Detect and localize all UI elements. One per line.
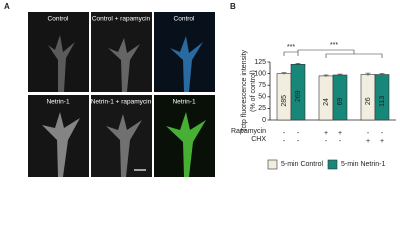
- treatment-sign: -: [283, 130, 286, 137]
- treatment-sign: -: [325, 138, 328, 145]
- count-label: 24: [323, 98, 330, 106]
- y-tick-label: 100: [254, 70, 266, 77]
- y-tick-label: 25: [258, 105, 266, 112]
- image-label: Netrin-1 + rapamycin: [91, 99, 152, 106]
- cell: [166, 112, 206, 177]
- panel-label: A: [4, 2, 10, 11]
- treatment-sign: +: [338, 130, 342, 137]
- treatment-sign: -: [297, 138, 300, 145]
- y-tick-label: 50: [258, 94, 266, 101]
- y-tick-label: 0: [262, 117, 266, 124]
- y-tick-label: 125: [254, 59, 266, 66]
- treatment-sign: +: [380, 138, 384, 145]
- bracket: [283, 51, 299, 56]
- bar: [360, 74, 376, 121]
- treatment-sign: +: [366, 138, 370, 145]
- image-label: Control + rapamycin: [92, 16, 151, 23]
- treatment-sign: -: [339, 138, 342, 145]
- count-label: 26: [365, 97, 372, 105]
- treatment-sign: -: [283, 138, 286, 145]
- count-label: 113: [379, 96, 386, 107]
- image-label: Netrin-1: [46, 99, 70, 106]
- legend-swatch: [267, 159, 278, 170]
- bar: [332, 74, 348, 121]
- legend-swatch: [327, 159, 338, 170]
- treatment-label: Rapamycin: [231, 128, 266, 135]
- image-label: Control: [174, 16, 196, 23]
- treatment-sign: -: [297, 130, 300, 137]
- cell: [170, 36, 203, 92]
- treatment-sign: -: [381, 130, 384, 137]
- count-label: 69: [337, 98, 344, 106]
- cell: [108, 38, 140, 92]
- y-axis-title: (% of control): [250, 70, 257, 112]
- y-axis-title: Tctp fluorescence intensity: [241, 49, 248, 132]
- count-label: 269: [295, 90, 302, 102]
- y-tick-label: 75: [258, 82, 266, 89]
- cell: [42, 112, 80, 177]
- treatment-sign: -: [367, 130, 370, 137]
- panel-label: B: [230, 2, 236, 11]
- cell: [48, 35, 75, 92]
- treatment-label: CHX: [251, 136, 266, 143]
- significance: ***: [287, 44, 295, 51]
- image-label: Netrin-1: [172, 99, 196, 106]
- bracket: [297, 49, 383, 58]
- panel-a: Control Control + rapamycin Control Netr…: [28, 12, 215, 177]
- image-label: Control: [48, 16, 70, 23]
- count-label: 285: [281, 95, 288, 107]
- legend-label: 5-min Netrin-1: [341, 161, 385, 168]
- figure: A Control Control + rapamycin Control Ne…: [4, 2, 396, 177]
- bar: [318, 75, 334, 121]
- legend-label: 5-min Control: [281, 161, 323, 168]
- treatment-sign: +: [324, 130, 328, 137]
- cell: [106, 114, 142, 177]
- significance: ***: [330, 42, 338, 49]
